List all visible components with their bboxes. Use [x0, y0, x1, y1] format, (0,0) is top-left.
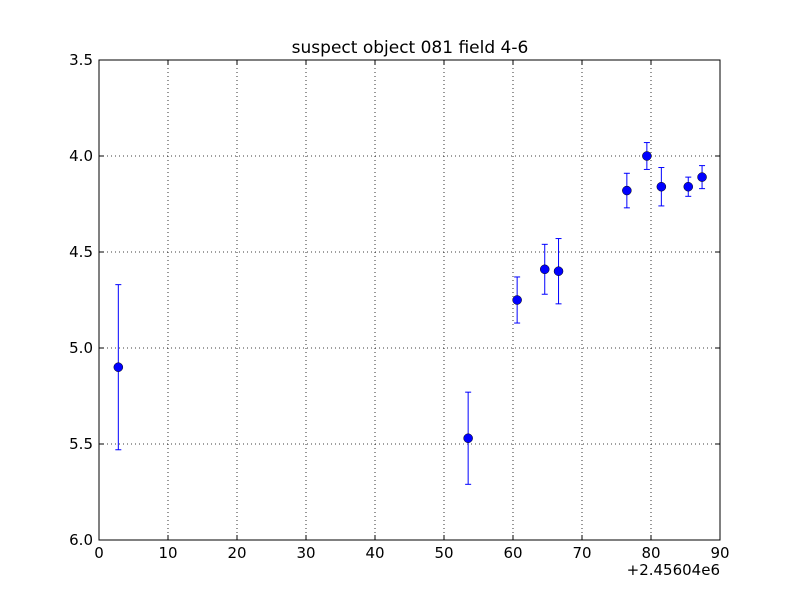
- grid-layer: [99, 60, 720, 540]
- x-tick-label: 60: [503, 544, 522, 562]
- x-tick-label: 70: [572, 544, 591, 562]
- x-tick-label: 0: [94, 544, 104, 562]
- x-tick-label: 50: [434, 544, 453, 562]
- y-tick-label: 4.0: [69, 147, 93, 165]
- x-tick-label: 30: [296, 544, 315, 562]
- y-tick-label: 3.5: [69, 51, 93, 69]
- x-tick-label: 90: [710, 544, 729, 562]
- data-point: [683, 181, 694, 192]
- y-tick-label: 5.0: [69, 339, 93, 357]
- x-tick-label: 20: [227, 544, 246, 562]
- y-tick-label: 4.5: [69, 243, 93, 261]
- data-point: [656, 181, 667, 192]
- data-point: [622, 185, 632, 196]
- data-layer: [113, 142, 707, 485]
- data-point: [113, 362, 124, 372]
- data-point: [539, 264, 550, 275]
- data-point: [463, 433, 473, 443]
- x-tick-label: 10: [158, 544, 177, 562]
- x-tick-label: 40: [365, 544, 384, 562]
- chart-title: suspect object 081 field 4-6: [292, 38, 529, 58]
- data-point: [512, 295, 522, 305]
- y-tick-label: 6.0: [69, 531, 93, 549]
- data-point: [553, 266, 564, 276]
- data-point: [697, 172, 707, 182]
- data-point: [642, 151, 652, 161]
- plot-frame: [98, 59, 721, 541]
- x-offset-label: +2.45604e6: [627, 561, 720, 579]
- x-tick-label: 80: [641, 544, 660, 562]
- ticks-layer: 0 10 20 30 40 50 60 70 80 90 3.5 4.0 4.5 5.0 5.5 6.0: [69, 51, 729, 562]
- y-tick-label: 5.5: [69, 435, 93, 453]
